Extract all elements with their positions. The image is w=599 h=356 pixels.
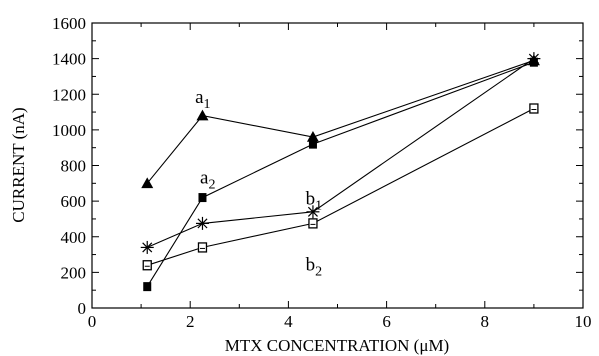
x-tick-label: 0 [88, 312, 97, 331]
plot-frame [91, 22, 584, 309]
y-tick-label: 1400 [52, 50, 86, 69]
x-tick-label: 8 [481, 312, 490, 331]
data-point-a2 [198, 193, 207, 203]
series-markers [140, 52, 541, 292]
tick-labels: 0 2 4 6 8 10 0 200 400 600 800 1000 1200 1400 1600 [52, 14, 592, 331]
x-tick-label: 2 [186, 312, 195, 331]
series-label-b1: b1 [306, 189, 323, 214]
data-point-b1 [306, 205, 320, 219]
y-tick-label: 600 [61, 192, 87, 211]
y-tick-label: 1000 [52, 121, 86, 140]
series-label-b2: b2 [306, 255, 323, 280]
x-axis-title: MTX CONCENTRATION (μM) [225, 336, 449, 355]
series-line-b2 [147, 108, 535, 266]
series-labels: a1 a2 b1 b2 [195, 87, 322, 279]
y-axis-title: CURRENT (nA) [9, 107, 28, 222]
x-tick-label: 6 [382, 312, 391, 331]
series-line-a2 [146, 61, 535, 287]
x-tick-label: 10 [575, 312, 592, 331]
series-label-a2: a2 [200, 167, 215, 192]
series-line-a1 [146, 59, 535, 184]
data-point-b2 [142, 260, 152, 271]
series-line-b1 [146, 58, 535, 248]
data-point-b1 [140, 240, 154, 254]
y-tick-label: 400 [61, 228, 87, 247]
axis-ticks [91, 22, 584, 309]
data-point-a2 [143, 282, 152, 292]
data-point-a1 [306, 131, 319, 142]
y-tick-label: 0 [78, 299, 87, 318]
y-tick-label: 800 [61, 157, 87, 176]
data-point-a1 [141, 177, 154, 189]
data-point-b2 [308, 218, 318, 229]
y-tick-label: 1200 [52, 85, 86, 104]
y-tick-label: 200 [61, 263, 87, 282]
data-point-a1 [196, 109, 209, 121]
data-point-b1 [195, 216, 209, 230]
x-tick-label: 4 [284, 312, 293, 331]
y-tick-label: 1600 [52, 14, 86, 33]
data-point-b2 [197, 242, 208, 253]
data-point-b2 [529, 103, 539, 114]
data-point-b1 [527, 52, 541, 66]
series-label-a1: a1 [195, 87, 210, 112]
data-point-a2 [308, 139, 317, 149]
series-lines [146, 58, 535, 287]
